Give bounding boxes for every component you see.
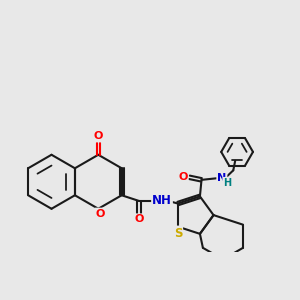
Text: O: O (94, 131, 103, 141)
Text: O: O (178, 172, 188, 182)
Text: NH: NH (152, 194, 172, 206)
Text: H: H (223, 178, 231, 188)
Text: O: O (95, 208, 105, 218)
Text: N: N (217, 173, 226, 183)
Text: S: S (174, 226, 182, 239)
Text: O: O (134, 214, 144, 224)
